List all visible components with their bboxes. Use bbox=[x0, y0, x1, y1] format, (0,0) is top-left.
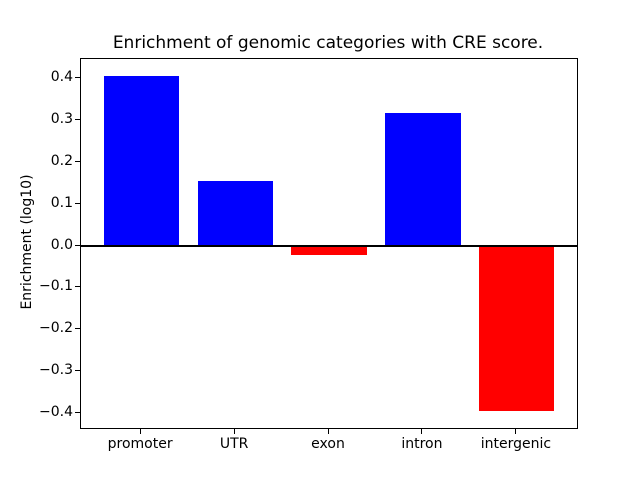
bar-promoter bbox=[103, 75, 179, 246]
bar-exon bbox=[291, 246, 367, 255]
x-tick-mark bbox=[515, 429, 517, 434]
y-tick-mark bbox=[75, 160, 80, 162]
y-tick-mark bbox=[75, 202, 80, 204]
y-tick-mark bbox=[75, 370, 80, 372]
x-tick-label-UTR: UTR bbox=[219, 436, 249, 452]
y-tick-label: 0.2 bbox=[50, 152, 73, 169]
y-tick-label: 0.0 bbox=[50, 236, 73, 253]
x-tick-mark bbox=[421, 429, 423, 434]
zero-line bbox=[81, 245, 577, 247]
x-tick-label-exon: exon bbox=[311, 436, 345, 452]
chart-title: Enrichment of genomic categories with CR… bbox=[112, 33, 544, 53]
y-tick-mark bbox=[75, 244, 80, 246]
bar-UTR bbox=[197, 180, 273, 246]
y-tick-mark bbox=[75, 286, 80, 288]
y-tick-label: 0.4 bbox=[50, 68, 73, 85]
bar-intergenic bbox=[479, 246, 555, 412]
x-tick-label-intron: intron bbox=[401, 436, 443, 452]
y-tick-mark bbox=[75, 328, 80, 330]
x-tick-label-promoter: promoter bbox=[107, 436, 173, 452]
y-tick-label: −0.1 bbox=[39, 278, 73, 295]
x-tick-label-intergenic: intergenic bbox=[480, 436, 552, 452]
y-tick-mark bbox=[75, 412, 80, 414]
y-tick-mark bbox=[75, 76, 80, 78]
x-tick-mark bbox=[327, 429, 329, 434]
y-tick-label: −0.4 bbox=[39, 404, 73, 421]
plot-area bbox=[80, 58, 578, 429]
y-tick-label: 0.1 bbox=[50, 194, 73, 211]
x-tick-mark bbox=[139, 429, 141, 434]
y-tick-label: −0.3 bbox=[39, 362, 73, 379]
x-tick-mark bbox=[233, 429, 235, 434]
bar-intron bbox=[385, 113, 461, 246]
y-tick-label: −0.2 bbox=[39, 320, 73, 337]
y-tick-mark bbox=[75, 118, 80, 120]
y-tick-label: 0.3 bbox=[50, 110, 73, 127]
